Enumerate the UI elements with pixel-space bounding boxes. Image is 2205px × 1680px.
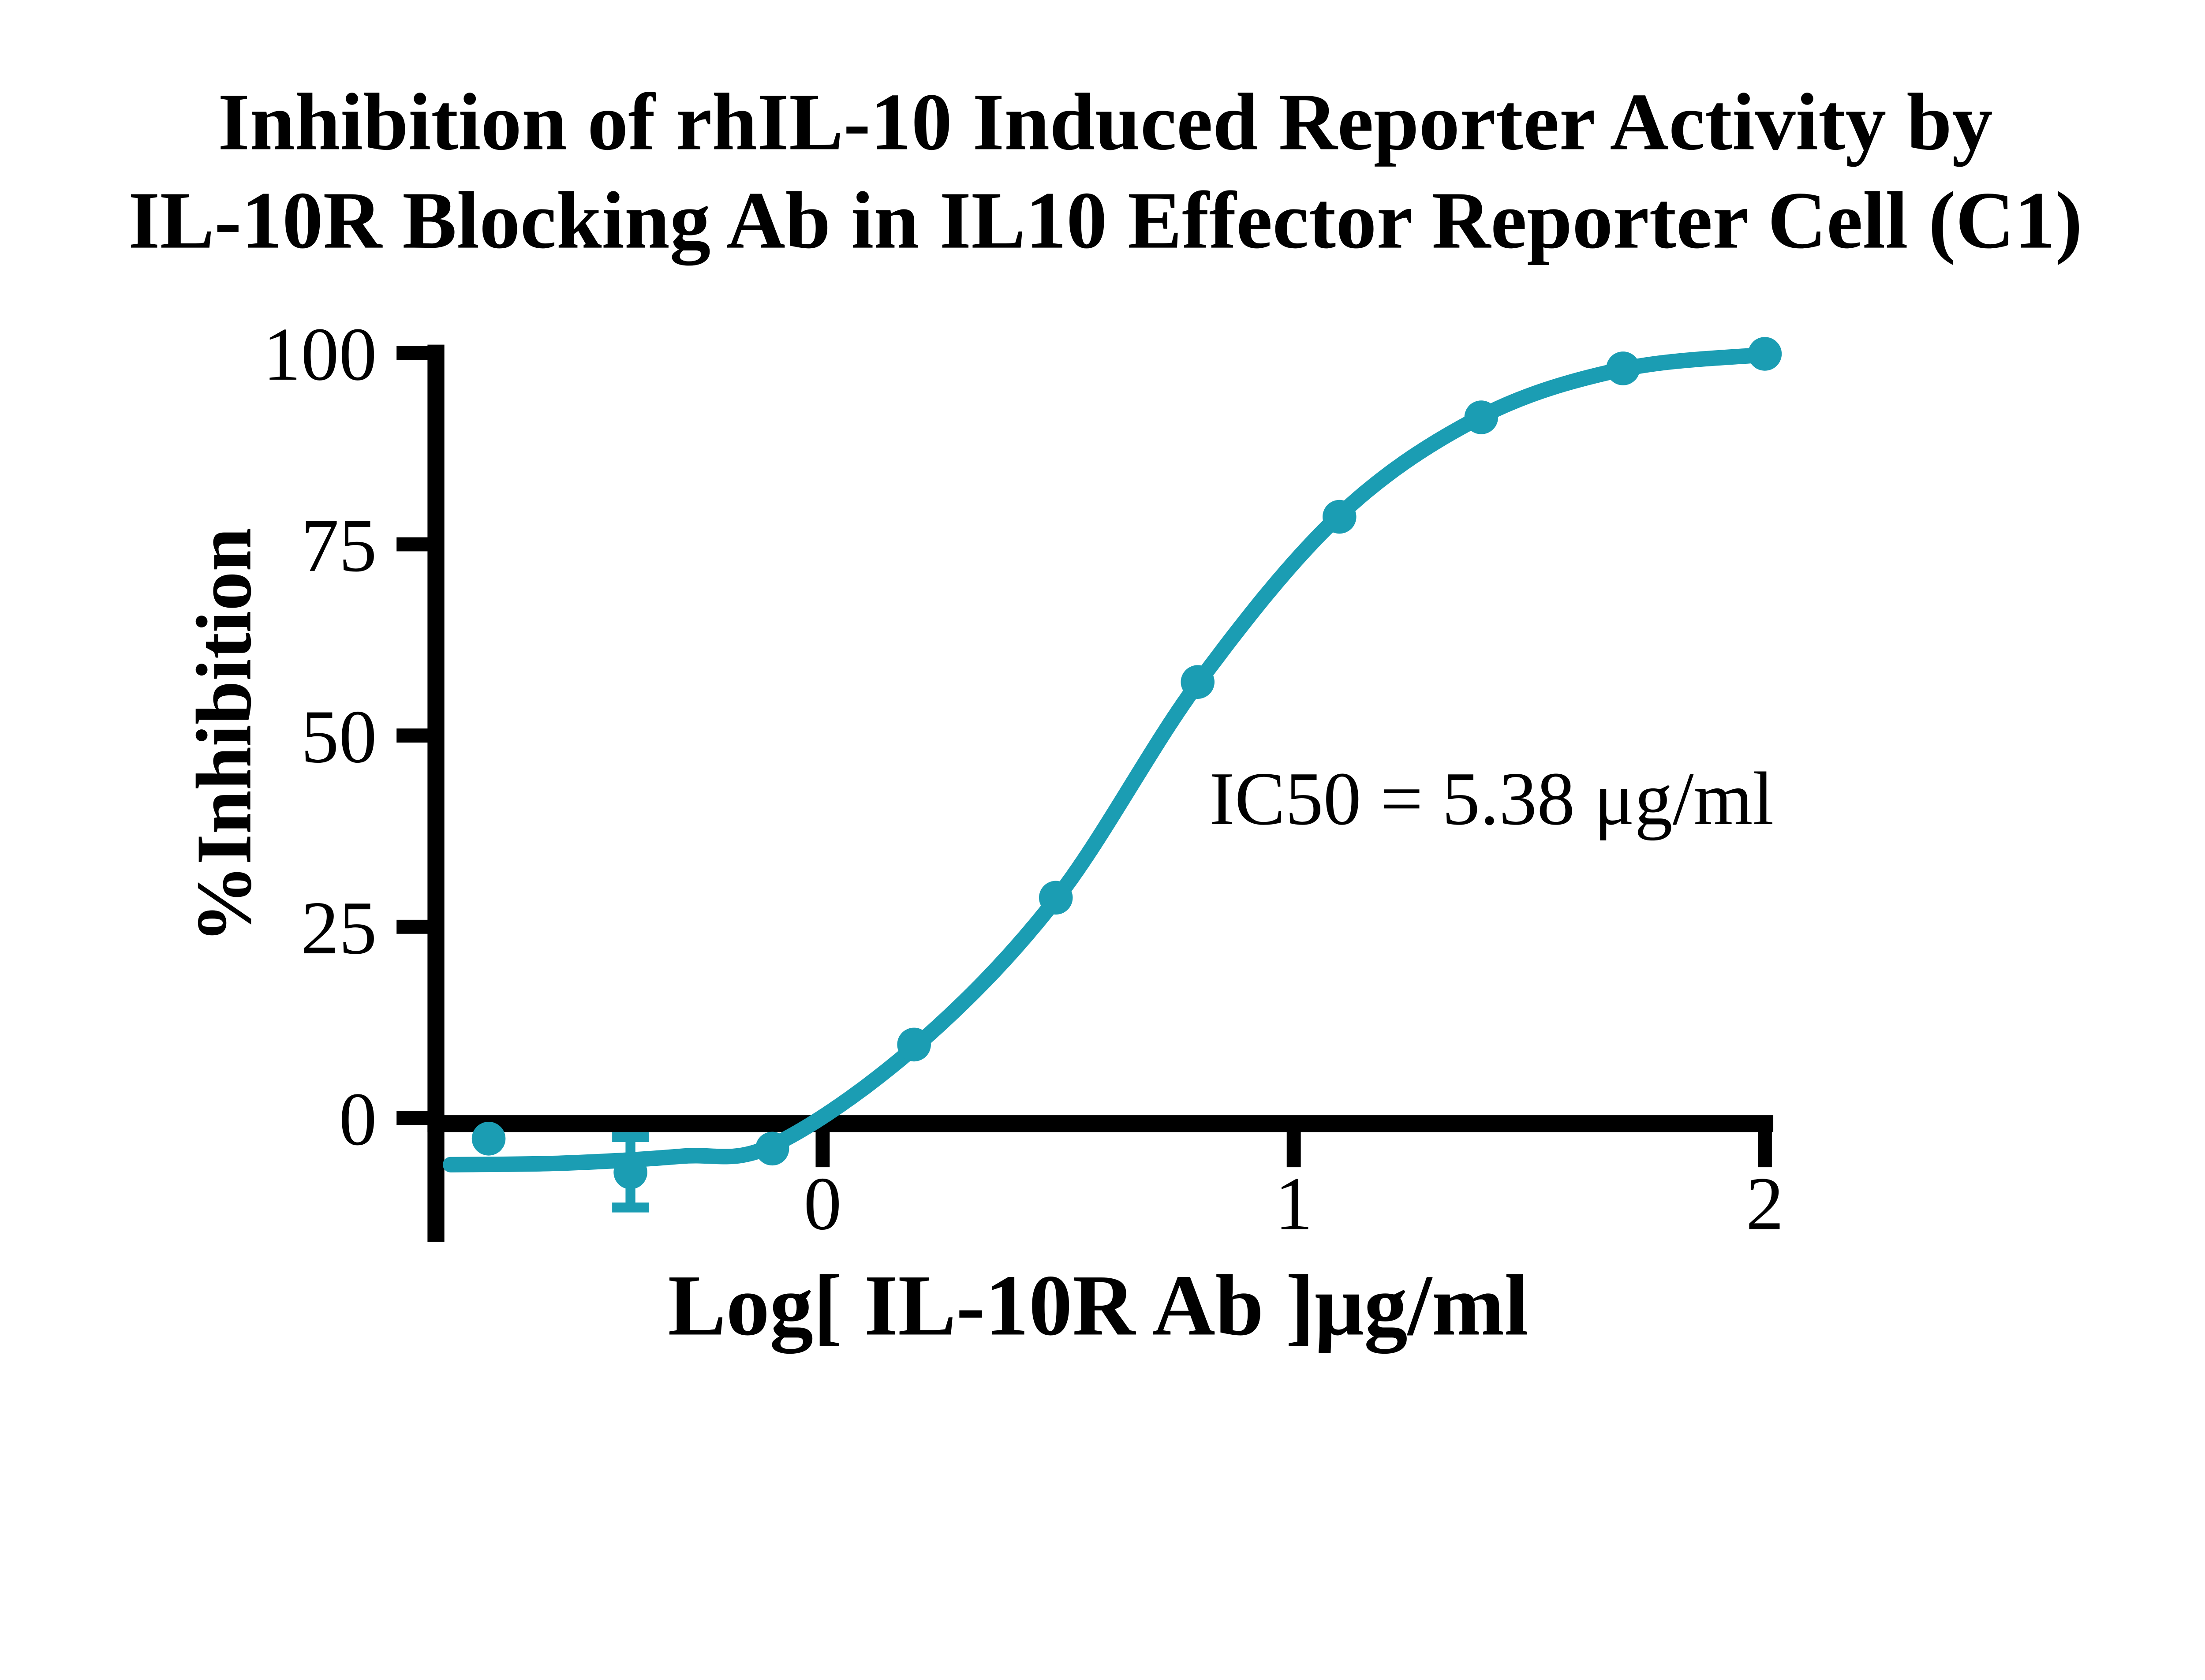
chart-title-line2: IL-10R Blocking Ab in IL10 Effector Repo… <box>128 175 2082 266</box>
y-tick-label: 100 <box>263 313 377 396</box>
data-point <box>1323 500 1357 534</box>
y-tick-label: 0 <box>339 1078 377 1161</box>
data-point <box>1464 400 1499 434</box>
ic50-annotation: IC50 = 5.38 μg/ml <box>1209 757 1774 841</box>
data-point <box>1039 881 1073 915</box>
data-point <box>1606 351 1640 385</box>
data-point <box>1181 665 1215 699</box>
x-tick-label: 0 <box>804 1162 841 1246</box>
data-point <box>471 1122 506 1156</box>
fit-curve <box>442 347 1773 1172</box>
x-axis-label: Log[ IL-10R Ab ]μg/ml <box>668 1257 1529 1354</box>
y-axis-label: %Inhibition <box>180 528 268 944</box>
data-point <box>897 1027 931 1062</box>
chart-title-line1: Inhibition of rhIL-10 Induced Reporter A… <box>218 77 1992 167</box>
chart-figure: Inhibition of rhIL-10 Induced Reporter A… <box>128 77 2083 1354</box>
y-tick-label: 50 <box>301 695 377 779</box>
x-tick-label: 1 <box>1275 1162 1313 1246</box>
data-point <box>755 1131 789 1166</box>
y-tick-label: 75 <box>301 504 377 588</box>
dose-response-chart: Inhibition of rhIL-10 Induced Reporter A… <box>128 77 2082 1354</box>
data-point <box>1748 337 1782 371</box>
data-point <box>613 1155 647 1189</box>
plot-area: 0 25 50 75 100 0 1 2 <box>263 313 1784 1246</box>
y-tick-label: 25 <box>301 886 377 970</box>
x-tick-label: 2 <box>1746 1162 1784 1246</box>
